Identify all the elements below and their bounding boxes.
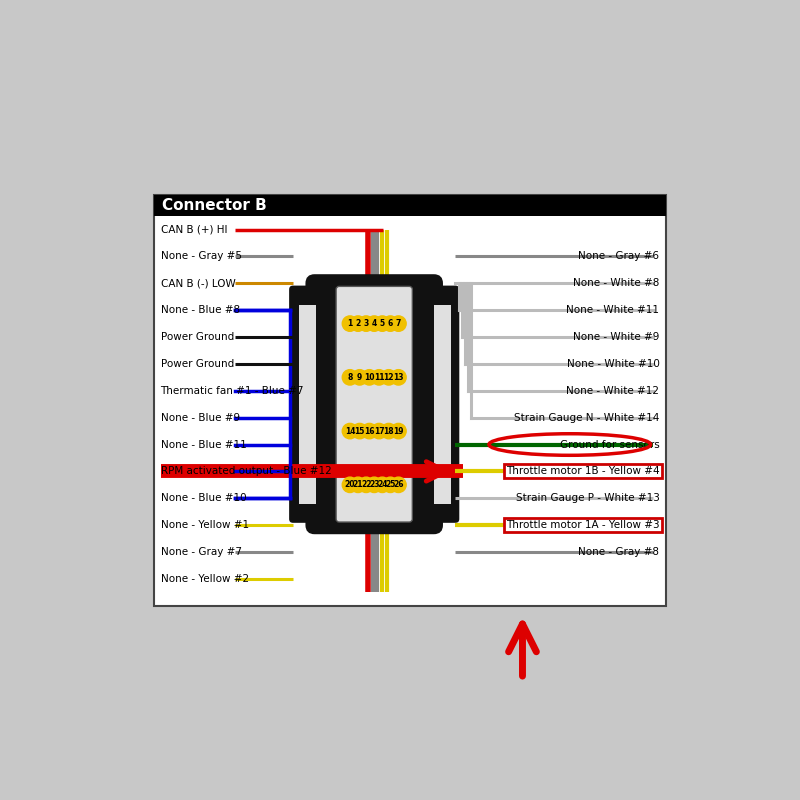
Text: 1: 1 <box>347 319 353 328</box>
Text: None - White #9: None - White #9 <box>573 332 659 342</box>
Text: Connector B: Connector B <box>162 198 267 213</box>
Text: 20: 20 <box>345 480 355 490</box>
Circle shape <box>371 370 386 385</box>
Text: None - Gray #7: None - Gray #7 <box>161 547 242 557</box>
Circle shape <box>342 477 358 493</box>
Circle shape <box>390 370 406 385</box>
Circle shape <box>352 370 367 385</box>
Text: None - White #8: None - White #8 <box>573 278 659 288</box>
Text: 18: 18 <box>383 426 394 435</box>
Circle shape <box>390 423 406 438</box>
Text: None - Blue #11: None - Blue #11 <box>161 439 246 450</box>
Text: 21: 21 <box>353 480 363 490</box>
Text: 23: 23 <box>369 480 379 490</box>
Bar <box>154 194 666 216</box>
Text: 13: 13 <box>394 373 404 382</box>
Text: None - Gray #5: None - Gray #5 <box>161 251 242 262</box>
Text: 19: 19 <box>394 426 404 435</box>
Bar <box>154 194 666 606</box>
Text: CAN B (+) HI: CAN B (+) HI <box>161 225 227 234</box>
Text: Strain Gauge N - White #14: Strain Gauge N - White #14 <box>514 413 659 422</box>
Text: Ground for sensors: Ground for sensors <box>560 439 659 450</box>
Text: Throttle motor 1A - Yellow #3: Throttle motor 1A - Yellow #3 <box>506 520 659 530</box>
Text: None - Blue #8: None - Blue #8 <box>161 305 240 315</box>
Text: None - White #12: None - White #12 <box>566 386 659 396</box>
Circle shape <box>358 316 374 331</box>
Circle shape <box>342 316 358 331</box>
Circle shape <box>390 477 406 493</box>
Text: Strain Gauge P - White #13: Strain Gauge P - White #13 <box>516 494 659 503</box>
Text: 9: 9 <box>357 373 362 382</box>
Text: 22: 22 <box>361 480 371 490</box>
Circle shape <box>366 477 382 493</box>
Circle shape <box>366 316 382 331</box>
Circle shape <box>342 423 358 438</box>
Text: 26: 26 <box>394 480 404 490</box>
Text: 2: 2 <box>355 319 361 328</box>
FancyBboxPatch shape <box>307 275 442 533</box>
Circle shape <box>350 477 366 493</box>
Circle shape <box>374 477 390 493</box>
Text: None - Yellow #1: None - Yellow #1 <box>161 520 249 530</box>
Text: CAN B (-) LOW: CAN B (-) LOW <box>161 278 235 288</box>
Text: None - Gray #6: None - Gray #6 <box>578 251 659 262</box>
Circle shape <box>350 316 366 331</box>
Circle shape <box>382 316 398 331</box>
Circle shape <box>382 477 398 493</box>
Text: RPM activated output - Blue #12: RPM activated output - Blue #12 <box>161 466 331 476</box>
Text: 24: 24 <box>377 480 387 490</box>
Text: 6: 6 <box>388 319 393 328</box>
Circle shape <box>358 477 374 493</box>
Text: 8: 8 <box>347 373 353 382</box>
Circle shape <box>381 370 397 385</box>
Text: 5: 5 <box>380 319 385 328</box>
Circle shape <box>362 423 377 438</box>
Circle shape <box>374 316 390 331</box>
Text: Power Ground: Power Ground <box>161 359 234 369</box>
FancyBboxPatch shape <box>289 286 323 523</box>
Text: None - White #11: None - White #11 <box>566 305 659 315</box>
Text: 7: 7 <box>396 319 401 328</box>
Text: 11: 11 <box>374 373 384 382</box>
Circle shape <box>390 316 406 331</box>
Text: Throttle motor 1B - Yellow #4: Throttle motor 1B - Yellow #4 <box>506 466 659 476</box>
Text: None - Blue #9: None - Blue #9 <box>161 413 240 422</box>
Text: None - Yellow #2: None - Yellow #2 <box>161 574 249 584</box>
Text: 14: 14 <box>345 426 355 435</box>
Text: 25: 25 <box>385 480 395 490</box>
Text: 10: 10 <box>364 373 374 382</box>
Bar <box>434 305 451 503</box>
Circle shape <box>352 423 367 438</box>
Text: 3: 3 <box>363 319 369 328</box>
Text: Power Ground: Power Ground <box>161 332 234 342</box>
Bar <box>299 305 316 503</box>
Text: 15: 15 <box>354 426 365 435</box>
Circle shape <box>371 423 386 438</box>
Text: Thermatic fan #1 - Blue #7: Thermatic fan #1 - Blue #7 <box>161 386 304 396</box>
Text: None - White #10: None - White #10 <box>566 359 659 369</box>
Circle shape <box>342 370 358 385</box>
Circle shape <box>381 423 397 438</box>
Text: None - Blue #10: None - Blue #10 <box>161 494 246 503</box>
FancyBboxPatch shape <box>426 286 459 523</box>
Text: 4: 4 <box>371 319 377 328</box>
Text: 16: 16 <box>364 426 374 435</box>
Circle shape <box>362 370 377 385</box>
FancyBboxPatch shape <box>336 286 412 522</box>
Text: None - Gray #8: None - Gray #8 <box>578 547 659 557</box>
Text: 17: 17 <box>374 426 384 435</box>
Text: 12: 12 <box>383 373 394 382</box>
